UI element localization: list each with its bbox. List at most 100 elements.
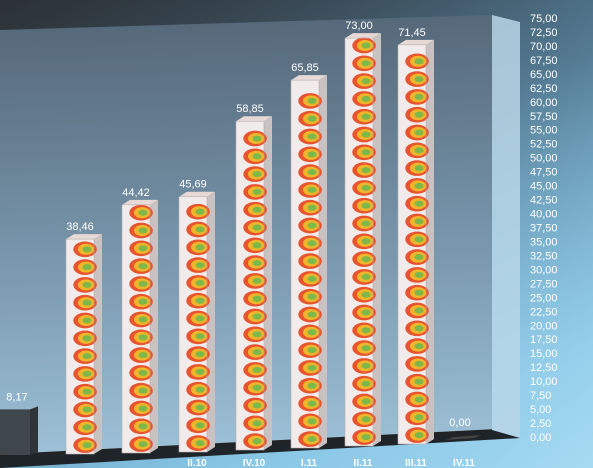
y-tick-label: 12,50 (530, 362, 558, 374)
bar-top (122, 199, 158, 205)
pattern-mark (414, 271, 424, 278)
pattern-mark (195, 208, 205, 215)
pattern-mark (414, 182, 424, 189)
pattern-mark (252, 349, 262, 356)
pattern-mark (195, 333, 205, 340)
pattern-mark (252, 260, 262, 267)
pattern-mark (138, 316, 148, 323)
y-tick-label: 15,00 (530, 348, 558, 360)
pattern-mark (361, 238, 371, 245)
side-wall (492, 15, 520, 438)
pattern-mark (252, 224, 262, 231)
pattern-mark (82, 335, 92, 342)
pattern-mark (414, 432, 424, 439)
bar-outline (178, 196, 208, 453)
pattern-mark (307, 436, 317, 443)
pattern-mark (361, 131, 371, 138)
bar (0, 406, 38, 455)
y-tick-label: 70,00 (530, 41, 558, 53)
pattern-mark (307, 97, 317, 104)
bar-top (236, 116, 272, 122)
pattern-mark (414, 93, 424, 100)
pattern-mark (195, 297, 205, 304)
pattern-mark (414, 343, 424, 350)
pattern-mark (307, 347, 317, 354)
pattern-mark (414, 147, 424, 154)
bar-top (345, 33, 381, 39)
pattern-mark (195, 226, 205, 233)
bar-side (426, 39, 434, 444)
bar-top (398, 39, 434, 45)
pattern-mark (82, 317, 92, 324)
pattern-mark (252, 331, 262, 338)
y-tick-label: 57,50 (530, 111, 558, 123)
bar (178, 191, 215, 453)
y-tick-label: 32,50 (530, 250, 558, 262)
category-label: I.11 (301, 458, 318, 468)
bar-top (66, 234, 102, 240)
y-tick-label: 30,00 (530, 264, 558, 276)
data-label: 0,00 (449, 417, 470, 429)
bar-outline (290, 79, 320, 449)
pattern-mark (195, 262, 205, 269)
data-label: 45,69 (179, 179, 207, 191)
bar (290, 75, 327, 449)
pattern-mark (414, 58, 424, 65)
pattern-mark (307, 151, 317, 158)
pattern-mark (361, 184, 371, 191)
data-label: 58,85 (236, 103, 264, 115)
pattern-mark (138, 352, 148, 359)
pattern-mark (195, 440, 205, 447)
pattern-mark (414, 111, 424, 118)
bar-top (291, 75, 327, 81)
bar-side (319, 75, 327, 449)
pattern-mark (252, 295, 262, 302)
pattern-mark (252, 188, 262, 195)
pattern-mark (307, 400, 317, 407)
pattern-mark (307, 222, 317, 229)
y-tick-label: 60,00 (530, 97, 558, 109)
pattern-mark (138, 441, 148, 448)
bar-front (66, 239, 94, 454)
pattern-mark (361, 256, 371, 263)
y-tick-label: 0,00 (530, 432, 551, 444)
pattern-mark (307, 329, 317, 336)
pattern-mark (252, 402, 262, 409)
pattern-mark (195, 244, 205, 251)
bar (235, 116, 272, 451)
pattern-mark (82, 388, 92, 395)
pattern-mark (414, 200, 424, 207)
pattern-mark (361, 42, 371, 49)
pattern-mark (252, 242, 262, 249)
pattern-mark (361, 95, 371, 102)
y-tick-label: 40,00 (530, 209, 558, 221)
bar-side (150, 199, 158, 453)
y-tick-label: 35,00 (530, 236, 558, 248)
pattern-mark (252, 206, 262, 213)
pattern-mark (414, 165, 424, 172)
y-tick-label: 47,50 (530, 167, 558, 179)
data-label: 71,45 (398, 27, 426, 39)
pattern-mark (307, 293, 317, 300)
pattern-mark (252, 313, 262, 320)
pattern-mark (195, 404, 205, 411)
bar (446, 435, 482, 440)
pattern-mark (82, 264, 92, 271)
pattern-mark (361, 434, 371, 441)
pattern-mark (82, 299, 92, 306)
data-label: 73,00 (345, 20, 373, 32)
pattern-mark (414, 307, 424, 314)
pattern-mark (361, 220, 371, 227)
pattern-mark (252, 277, 262, 284)
bar-outline (344, 37, 374, 447)
pattern-mark (414, 129, 424, 136)
pattern-mark (307, 204, 317, 211)
y-tick-label: 20,00 (530, 320, 558, 332)
bar (397, 39, 434, 445)
y-tick-label: 62,50 (530, 83, 558, 95)
pattern-mark (138, 369, 148, 376)
pattern-mark (361, 291, 371, 298)
data-labels-group: 8,17 38,46 44,42 45,69 58,85 65,85 73,00 71,45 0… (6, 20, 470, 429)
pattern-mark (361, 309, 371, 316)
